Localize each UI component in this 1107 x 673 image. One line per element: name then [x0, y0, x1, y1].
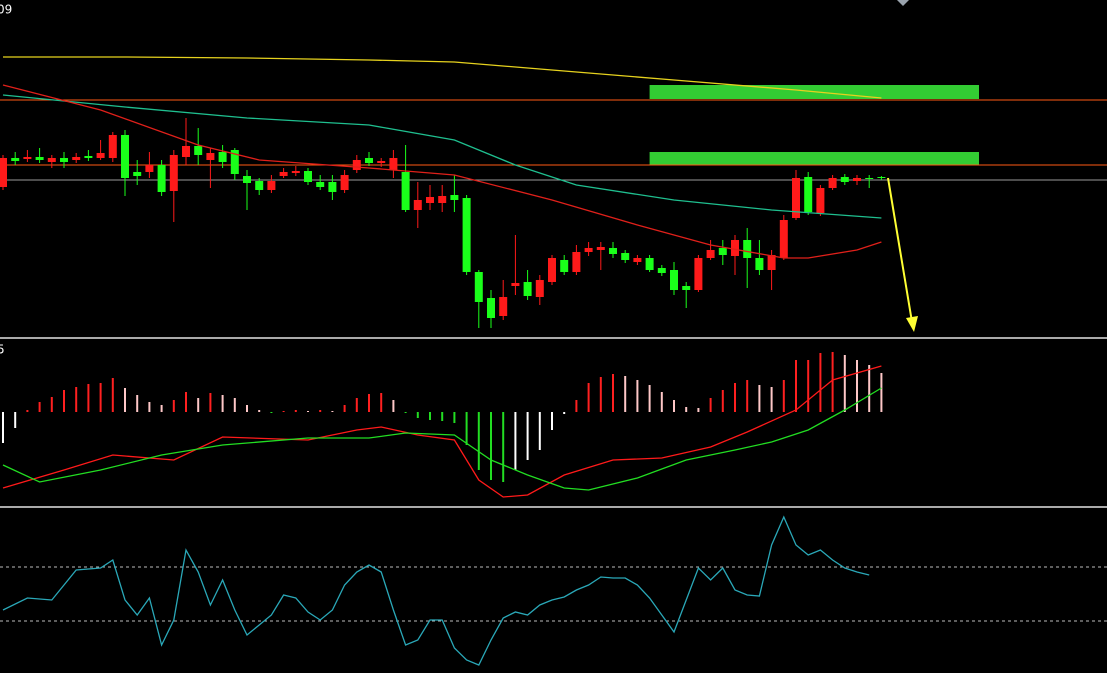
candle-body — [389, 158, 398, 170]
candle-body — [621, 253, 630, 260]
candle-body — [60, 158, 68, 162]
candle-body — [474, 272, 483, 302]
candle-body — [218, 152, 227, 162]
candle-body — [304, 171, 312, 182]
candle-body — [352, 160, 361, 170]
candle-body — [438, 196, 447, 203]
candle-body — [413, 200, 422, 210]
candle-body — [377, 161, 386, 163]
candle-body — [548, 258, 556, 282]
candle-body — [108, 135, 117, 158]
candle-body — [731, 240, 739, 256]
candle-body — [267, 181, 276, 190]
candle-body — [84, 156, 93, 158]
candle-body — [535, 280, 544, 297]
candle-body — [47, 158, 56, 162]
candle-body — [694, 258, 703, 290]
candle-body — [609, 248, 617, 254]
candle-body — [450, 195, 459, 200]
indicator-line — [2, 365, 882, 498]
candle-body — [121, 135, 129, 178]
candle-body — [157, 165, 166, 192]
candle-body — [72, 157, 81, 160]
candle-body — [584, 248, 593, 252]
indicator-line — [2, 84, 882, 259]
candle-body — [523, 282, 532, 296]
candle-body — [596, 247, 605, 250]
candle-body — [706, 250, 715, 258]
candle-body — [657, 268, 666, 273]
candle-body — [243, 176, 251, 183]
pane-label: 09 — [0, 3, 12, 17]
candle-body — [0, 158, 7, 187]
candle-body — [145, 165, 154, 172]
candle-body — [340, 175, 349, 190]
candle-body — [682, 286, 691, 290]
candle-body — [853, 178, 861, 181]
marker-icon — [897, 0, 909, 6]
indicator-line — [2, 94, 882, 219]
candle-body — [670, 270, 678, 290]
candle-body — [365, 158, 373, 163]
arrow — [887, 177, 913, 323]
candle-body — [767, 255, 776, 270]
arrow-head — [906, 316, 918, 332]
candle-body — [816, 188, 825, 213]
candle-body — [462, 198, 471, 272]
indicator-line — [3, 56, 882, 99]
candle-body — [840, 177, 849, 182]
candle-body — [328, 182, 337, 192]
candle-body — [499, 297, 508, 316]
candle-body — [718, 248, 727, 255]
candle-body — [291, 171, 300, 173]
candle-body — [96, 153, 105, 158]
pane-label: 5 — [0, 343, 5, 357]
candle-body — [779, 220, 788, 258]
indicator-line — [2, 515, 870, 666]
candle-body — [35, 157, 44, 160]
candle-body — [169, 155, 178, 191]
candle-body — [865, 178, 874, 179]
candle-body — [206, 153, 215, 160]
candle-body — [316, 182, 325, 187]
candle-body — [511, 283, 520, 286]
candle-body — [487, 298, 495, 318]
candle-body — [23, 157, 32, 159]
candle-body — [426, 197, 434, 203]
candle-body — [572, 252, 581, 272]
candle-body — [804, 177, 813, 212]
indicator-line — [2, 387, 882, 491]
candle-body — [560, 260, 569, 272]
candle-body — [182, 146, 190, 157]
candle-body — [645, 258, 654, 270]
candle-body — [755, 258, 764, 270]
candle-body — [828, 178, 837, 188]
candle-body — [743, 240, 752, 258]
candle-body — [877, 177, 886, 178]
candle-body — [11, 158, 20, 161]
candle-body — [230, 150, 239, 174]
candle-body — [133, 172, 142, 176]
zone — [649, 152, 979, 165]
candle-body — [194, 146, 203, 155]
candle-body — [792, 178, 800, 218]
candle-body — [255, 181, 264, 190]
candle-body — [633, 258, 642, 262]
candle-body — [279, 172, 288, 176]
candle-body — [401, 172, 410, 210]
